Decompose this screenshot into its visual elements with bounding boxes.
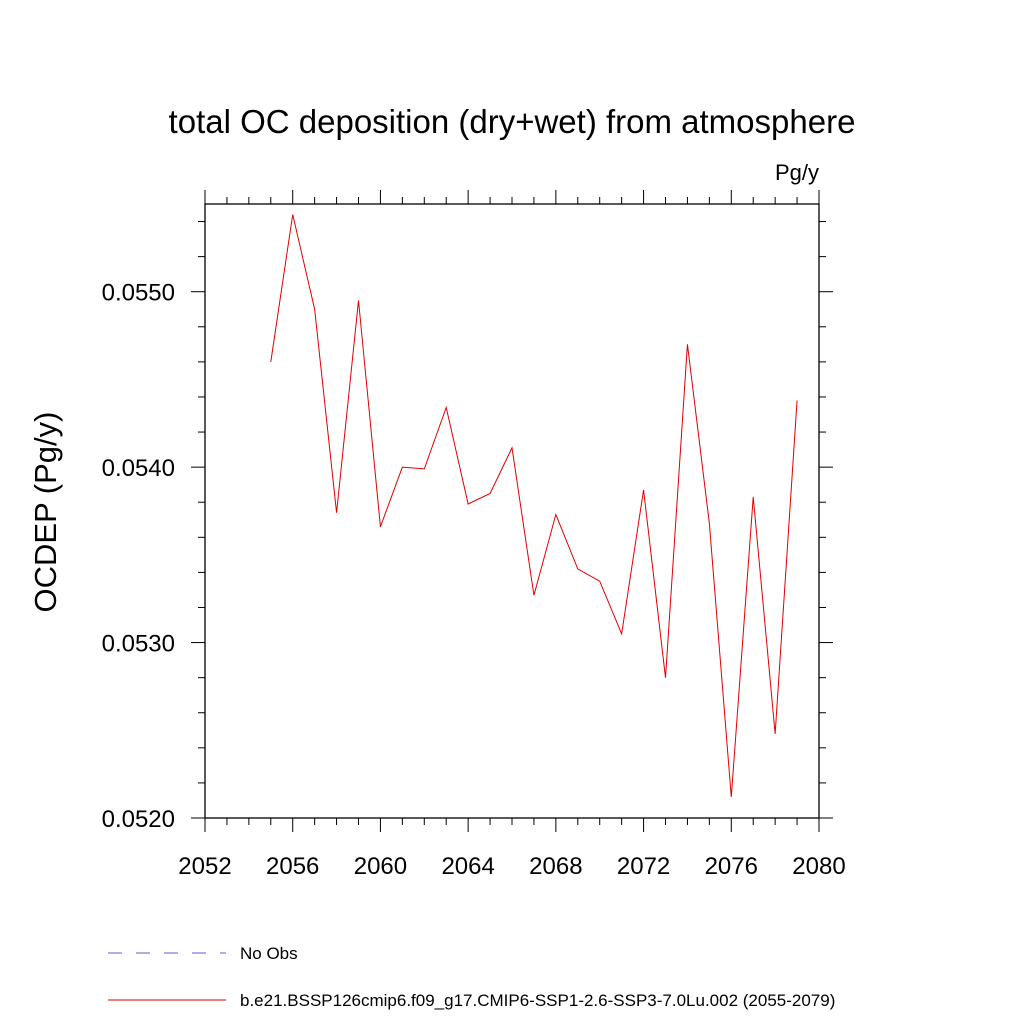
x-tick-label: 2068 bbox=[529, 853, 582, 880]
tick-labels: 2052 2056 2060 2064 2068 2072 2076 2080 0.0520 0.… bbox=[102, 280, 846, 880]
series-layer bbox=[270, 214, 798, 797]
axis-ticks bbox=[191, 190, 833, 832]
legend-label-no-obs: No Obs bbox=[240, 944, 298, 963]
x-tick-label: 2076 bbox=[705, 853, 758, 880]
y-tick-label: 0.0540 bbox=[102, 455, 175, 482]
units-label: Pg/y bbox=[775, 160, 819, 185]
plot-frame bbox=[204, 203, 820, 819]
y-tick-label: 0.0520 bbox=[102, 806, 175, 833]
series-line-model bbox=[270, 214, 798, 797]
x-tick-label: 2052 bbox=[178, 853, 231, 880]
x-tick-label: 2056 bbox=[266, 853, 319, 880]
y-axis-label: OCDEP (Pg/y) bbox=[28, 412, 63, 613]
y-tick-label: 0.0530 bbox=[102, 631, 175, 658]
x-tick-label: 2072 bbox=[617, 853, 670, 880]
x-tick-label: 2064 bbox=[441, 853, 494, 880]
x-tick-label: 2080 bbox=[792, 853, 845, 880]
chart-title: total OC deposition (dry+wet) from atmos… bbox=[169, 103, 856, 140]
y-tick-label: 0.0550 bbox=[102, 280, 175, 307]
legend: No Obs b.e21.BSSP126cmip6.f09_g17.CMIP6-… bbox=[108, 944, 835, 1010]
x-tick-label: 2060 bbox=[354, 853, 407, 880]
legend-label-model: b.e21.BSSP126cmip6.f09_g17.CMIP6-SSP1-2.… bbox=[240, 991, 835, 1010]
